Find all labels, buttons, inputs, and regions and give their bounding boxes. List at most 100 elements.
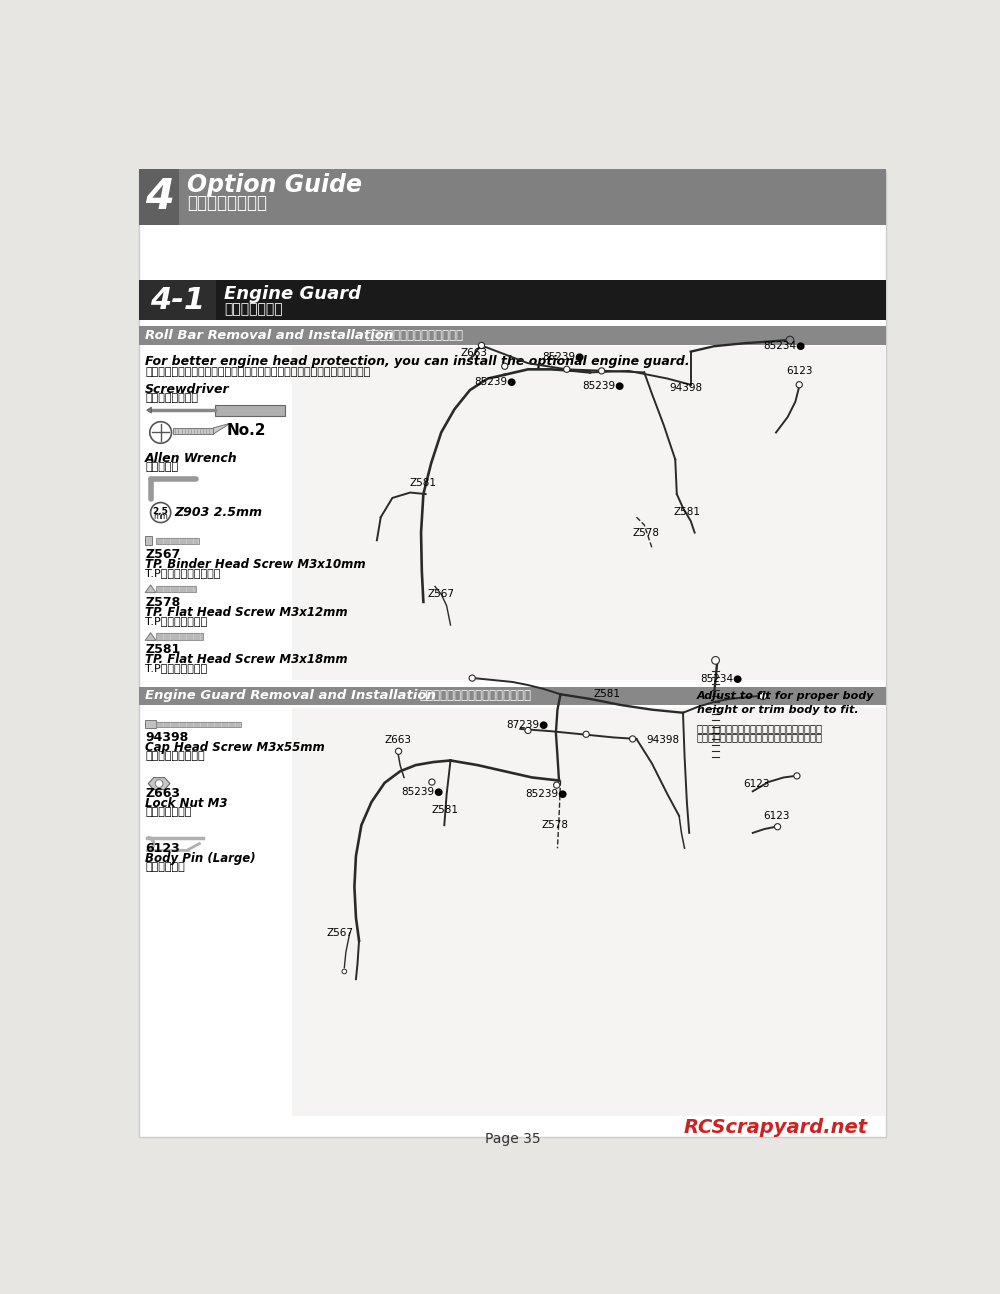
Circle shape xyxy=(151,502,171,523)
Text: Z578: Z578 xyxy=(632,528,659,537)
Bar xyxy=(139,326,886,344)
Text: 85239●: 85239● xyxy=(525,789,567,800)
Text: mm: mm xyxy=(153,512,168,521)
Text: Option Guide: Option Guide xyxy=(187,172,362,197)
Text: ボディピン大: ボディピン大 xyxy=(145,862,185,872)
Text: TP. Binder Head Screw M3x10mm: TP. Binder Head Screw M3x10mm xyxy=(145,558,366,571)
Text: Roll Bar Removal and Installation: Roll Bar Removal and Installation xyxy=(145,329,393,342)
Bar xyxy=(156,634,202,639)
Circle shape xyxy=(429,779,435,785)
Text: For better engine head protection, you can install the optional engine guard.: For better engine head protection, you c… xyxy=(145,355,690,367)
Text: 2.5: 2.5 xyxy=(153,506,169,515)
Circle shape xyxy=(469,675,475,681)
Text: 6123: 6123 xyxy=(145,842,180,855)
Bar xyxy=(173,428,213,433)
Text: Z567: Z567 xyxy=(428,589,455,599)
Text: 4: 4 xyxy=(145,176,174,217)
Bar xyxy=(156,538,199,545)
Bar xyxy=(145,536,152,545)
Text: 4-1: 4-1 xyxy=(150,286,205,314)
Text: 85239●: 85239● xyxy=(402,787,444,797)
Text: Z578: Z578 xyxy=(542,820,569,831)
Text: Z581: Z581 xyxy=(594,690,621,699)
Polygon shape xyxy=(145,585,156,593)
Text: ナイロンナット: ナイロンナット xyxy=(145,806,192,817)
Text: 94398: 94398 xyxy=(670,383,703,393)
Text: エンジンガード: エンジンガード xyxy=(224,302,283,316)
Text: RCScrapyard.net: RCScrapyard.net xyxy=(684,1118,868,1136)
Text: Z663: Z663 xyxy=(460,348,487,358)
Text: 85234●: 85234● xyxy=(763,342,806,351)
Text: T.Pサラスクリュー: T.Pサラスクリュー xyxy=(145,616,207,626)
Circle shape xyxy=(155,780,163,788)
Bar xyxy=(145,721,156,729)
Text: 6123: 6123 xyxy=(786,366,812,375)
Text: No.2: No.2 xyxy=(227,423,266,439)
Text: Screwdriver: Screwdriver xyxy=(145,383,230,396)
Text: Cap Head Screw M3x55mm: Cap Head Screw M3x55mm xyxy=(145,741,325,754)
Text: Z567: Z567 xyxy=(327,928,354,938)
Bar xyxy=(292,347,886,681)
Text: T.Pサラスクリュー: T.Pサラスクリュー xyxy=(145,664,207,673)
Text: 85239●: 85239● xyxy=(542,352,584,362)
Bar xyxy=(215,405,285,415)
Circle shape xyxy=(564,366,570,373)
Circle shape xyxy=(794,773,800,779)
Text: Lock Nut M3: Lock Nut M3 xyxy=(145,797,228,810)
Text: エンジンガードを取り付けることで転倒の衭撃からエンジンを保護します。: エンジンガードを取り付けることで転倒の衭撃からエンジンを保護します。 xyxy=(145,367,370,378)
Circle shape xyxy=(478,343,485,348)
Polygon shape xyxy=(148,778,170,789)
Polygon shape xyxy=(145,633,156,641)
Bar xyxy=(139,170,886,225)
Text: Z903 2.5mm: Z903 2.5mm xyxy=(175,506,263,519)
Circle shape xyxy=(786,336,794,344)
Text: Z581: Z581 xyxy=(145,643,180,656)
Text: Engine Guard: Engine Guard xyxy=(224,285,361,303)
Bar xyxy=(139,280,886,320)
Circle shape xyxy=(630,736,636,741)
Text: Page 35: Page 35 xyxy=(485,1132,540,1146)
Bar xyxy=(139,687,886,705)
Circle shape xyxy=(712,656,719,664)
Text: Allen Wrench: Allen Wrench xyxy=(145,453,238,466)
Text: Z663: Z663 xyxy=(145,787,180,800)
Text: Adjust to fit for proper body
height or trim body to fit.: Adjust to fit for proper body height or … xyxy=(697,691,874,716)
Text: Body Pin (Large): Body Pin (Large) xyxy=(145,853,256,866)
Text: Z663: Z663 xyxy=(384,735,411,745)
Text: 94398: 94398 xyxy=(646,735,679,745)
Text: エンジンガードの取り付け取り外し: エンジンガードの取り付け取り外し xyxy=(420,690,532,703)
Text: ガードが干渉する部分をカットしてください。: ガードが干渉する部分をカットしてください。 xyxy=(697,732,823,741)
Text: 85239●: 85239● xyxy=(474,378,517,387)
Bar xyxy=(156,722,241,727)
Text: 94398: 94398 xyxy=(145,731,188,744)
Circle shape xyxy=(774,824,781,829)
Text: Z581: Z581 xyxy=(432,805,459,815)
Circle shape xyxy=(502,364,508,369)
Circle shape xyxy=(150,422,172,444)
Polygon shape xyxy=(147,408,151,413)
Text: Z581: Z581 xyxy=(673,507,700,516)
Bar xyxy=(292,708,886,1117)
Circle shape xyxy=(525,727,531,734)
Circle shape xyxy=(759,692,767,700)
Text: Z578: Z578 xyxy=(145,595,180,608)
Text: Engine Guard Removal and Installation: Engine Guard Removal and Installation xyxy=(145,690,436,703)
Text: 6123: 6123 xyxy=(743,779,770,788)
Circle shape xyxy=(583,731,589,738)
Text: 6123: 6123 xyxy=(763,811,789,820)
Text: ロールバーの取り付け取り外し: ロールバーの取り付け取り外し xyxy=(365,329,463,342)
Text: T.Pバインドスクリュー: T.Pバインドスクリュー xyxy=(145,568,221,578)
Text: TP. Flat Head Screw M3x18mm: TP. Flat Head Screw M3x18mm xyxy=(145,653,348,666)
Text: Z581: Z581 xyxy=(410,477,437,488)
Text: オプションガイド: オプションガイド xyxy=(187,194,267,212)
Text: 六角レンチ: 六角レンチ xyxy=(145,462,178,472)
Bar xyxy=(139,170,179,225)
Text: Z567: Z567 xyxy=(145,547,180,562)
Text: キャップスクリュー: キャップスクリュー xyxy=(145,752,205,761)
Circle shape xyxy=(796,382,802,388)
Text: ボディに合わせて高さを調整、またはエンジン: ボディに合わせて高さを調整、またはエンジン xyxy=(697,723,823,734)
Text: 85234●: 85234● xyxy=(701,674,743,685)
Circle shape xyxy=(342,969,347,974)
Text: プラスドライバー: プラスドライバー xyxy=(145,393,198,404)
Text: 85239●: 85239● xyxy=(582,382,624,391)
